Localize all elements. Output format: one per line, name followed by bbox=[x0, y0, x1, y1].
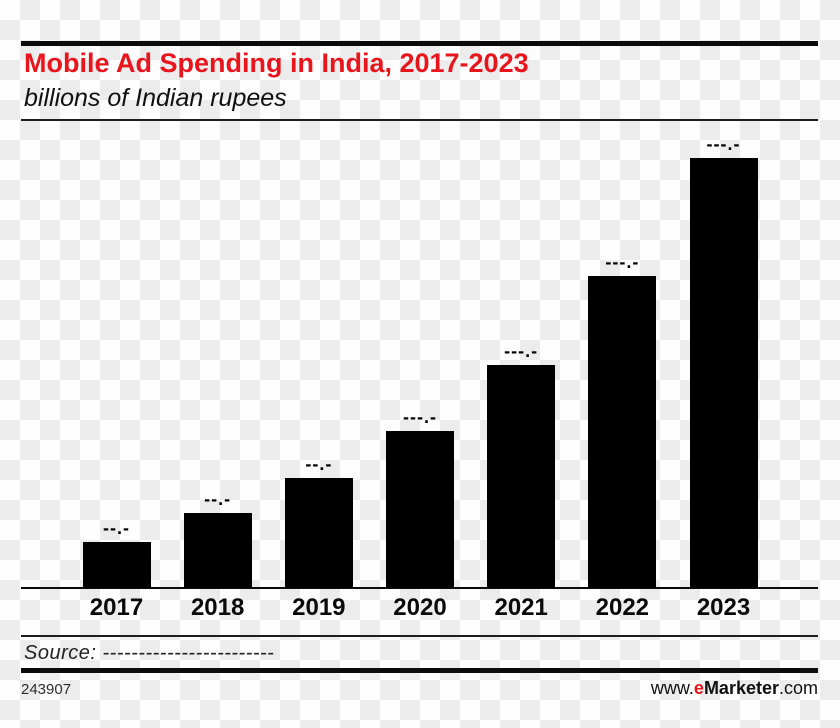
bar-value-label-2022: ---.- bbox=[605, 252, 640, 272]
top-rule bbox=[21, 41, 818, 46]
x-axis-label-2018: 2018 bbox=[190, 594, 245, 621]
bar-2020 bbox=[386, 431, 454, 588]
bar-value-label-2017: --.- bbox=[103, 518, 130, 538]
footer-rule bbox=[21, 668, 818, 673]
bar-2017 bbox=[82, 542, 151, 588]
source-rule bbox=[21, 635, 818, 637]
bar-value-label-2018: --.- bbox=[204, 489, 232, 509]
x-axis-label-2017: 2017 bbox=[89, 594, 144, 621]
x-axis-label-2022: 2022 bbox=[595, 594, 650, 621]
site-url-suffix: .com bbox=[778, 678, 818, 698]
header-rule bbox=[21, 119, 818, 121]
x-axis-label-2019: 2019 bbox=[292, 594, 346, 621]
chart-subtitle: billions of Indian rupees bbox=[24, 84, 287, 112]
source-line: Source: ------------------------ bbox=[24, 642, 274, 665]
site-url: www.eMarketer.com bbox=[21, 678, 818, 699]
bar-value-label-2020: ---.- bbox=[403, 407, 437, 427]
bar-2022 bbox=[588, 276, 657, 588]
source-label: Source: bbox=[24, 642, 97, 664]
chart-title: Mobile Ad Spending in India, 2017-2023 bbox=[24, 48, 529, 78]
x-axis-label-2020: 2020 bbox=[393, 594, 447, 621]
emarketer-e-icon: e bbox=[693, 678, 704, 698]
x-axis-line bbox=[21, 587, 818, 589]
chart-id: 243907 bbox=[21, 681, 72, 698]
bar-2018 bbox=[183, 513, 252, 588]
bar-value-label-2023: ---.- bbox=[706, 134, 741, 154]
bar-value-label-2021: ---.- bbox=[504, 341, 539, 361]
bar-value-label-2019: --.- bbox=[305, 454, 333, 474]
plot-area: --.- 2017 --.- 2018 --.- 2019 ---.- 2020 ---.- 20… bbox=[21, 121, 818, 621]
bar-2019 bbox=[284, 478, 353, 588]
source-redacted-dashes: ------------------------ bbox=[102, 642, 275, 664]
emarketer-brand: Marketer bbox=[703, 678, 779, 698]
x-axis-label-2021: 2021 bbox=[494, 594, 548, 621]
site-url-prefix: www. bbox=[650, 678, 694, 698]
bar-2023 bbox=[689, 158, 758, 588]
bar-2021 bbox=[487, 365, 556, 588]
x-axis-label-2023: 2023 bbox=[696, 594, 751, 621]
